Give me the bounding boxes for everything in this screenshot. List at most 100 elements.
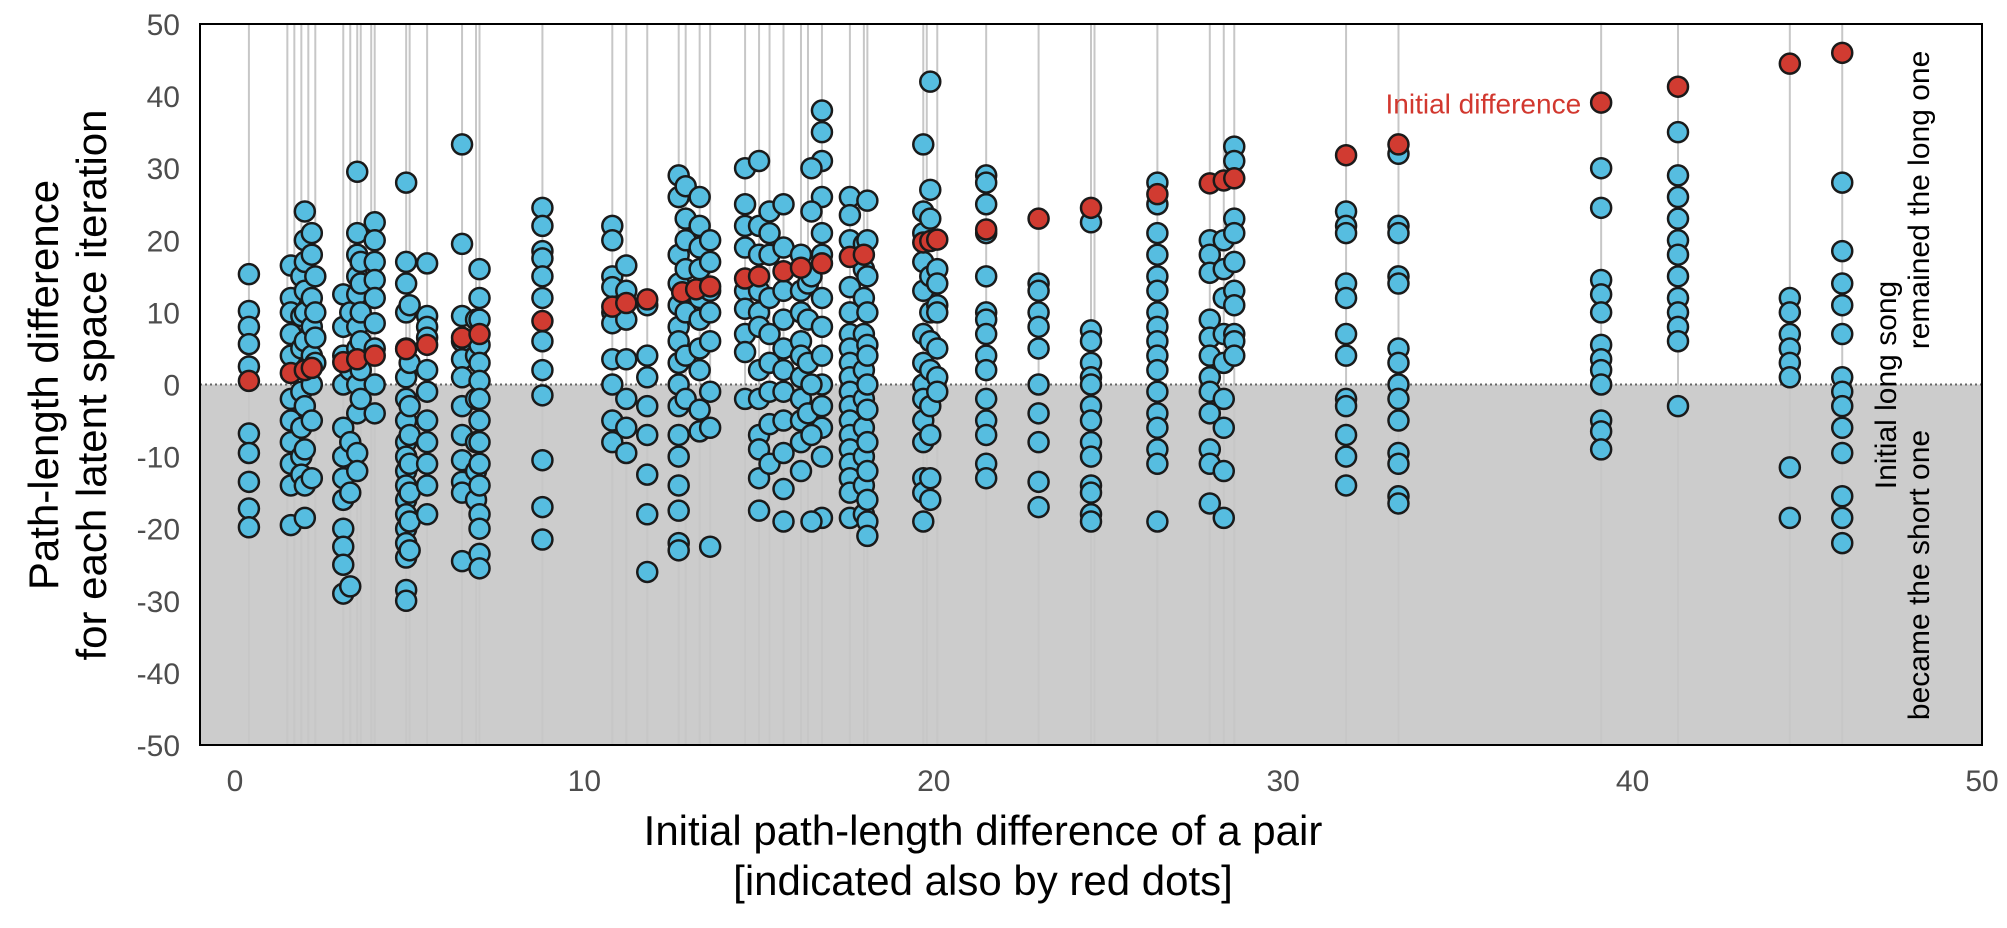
iteration-point xyxy=(1146,279,1169,303)
iteration-point xyxy=(531,495,554,519)
iteration-point xyxy=(304,326,327,349)
initial-difference-point xyxy=(415,333,439,357)
iteration-point xyxy=(919,423,942,447)
iteration-point xyxy=(1027,470,1050,494)
iteration-point xyxy=(1830,485,1854,508)
iteration-point xyxy=(926,272,949,295)
iteration-point xyxy=(1387,387,1410,411)
iteration-point xyxy=(468,517,491,540)
iteration-point xyxy=(1334,221,1358,245)
iteration-point xyxy=(856,373,879,396)
iteration-point xyxy=(635,503,659,526)
iteration-point xyxy=(1778,506,1802,530)
iteration-point xyxy=(363,373,386,396)
iteration-point xyxy=(1146,358,1169,382)
iteration-point xyxy=(338,481,362,504)
iteration-point xyxy=(810,315,834,339)
iteration-point xyxy=(810,120,834,144)
iteration-point xyxy=(1830,394,1854,418)
iteration-point xyxy=(363,286,386,310)
iteration-point xyxy=(1387,409,1410,432)
iteration-point xyxy=(919,70,942,93)
iteration-point xyxy=(667,539,690,562)
iteration-point xyxy=(1778,456,1802,479)
iteration-point xyxy=(919,178,942,202)
iteration-point xyxy=(293,506,317,530)
iteration-point xyxy=(1223,344,1246,367)
y-tick-label: -40 xyxy=(137,658,180,691)
plot-frame xyxy=(199,23,1983,746)
iteration-point xyxy=(698,535,722,558)
initial-difference-point xyxy=(1027,207,1050,230)
iteration-point xyxy=(237,470,261,494)
iteration-point xyxy=(415,452,439,476)
iteration-point xyxy=(1666,164,1690,187)
iteration-point xyxy=(1079,329,1103,353)
side-label-middle: Initial long song xyxy=(1870,281,1903,489)
iteration-point xyxy=(601,229,624,252)
iteration-point xyxy=(688,358,711,382)
iteration-point xyxy=(772,441,795,465)
initial-difference-point xyxy=(1589,91,1613,114)
iteration-point xyxy=(800,373,823,396)
x-tick-label: 30 xyxy=(1266,765,1299,798)
iteration-point xyxy=(415,430,439,454)
iteration-point xyxy=(345,459,369,483)
iteration-point xyxy=(635,344,659,367)
initial-difference-point xyxy=(1079,196,1103,220)
iteration-point xyxy=(450,232,474,256)
initial-difference-point xyxy=(747,265,771,288)
iteration-point xyxy=(1778,366,1802,389)
iteration-point xyxy=(635,423,659,447)
iteration-point xyxy=(698,416,722,440)
iteration-point xyxy=(237,332,261,356)
iteration-point xyxy=(394,589,418,613)
iteration-point xyxy=(1146,221,1169,245)
iteration-point xyxy=(615,348,638,371)
iteration-point xyxy=(531,214,554,238)
iteration-point xyxy=(800,200,823,223)
iteration-point xyxy=(615,387,638,411)
initial-difference-point xyxy=(635,288,659,311)
iteration-point xyxy=(1212,387,1236,411)
y-tick-label: -10 xyxy=(137,442,180,475)
iteration-point xyxy=(698,329,722,353)
iteration-point xyxy=(1387,351,1410,375)
iteration-point xyxy=(974,171,998,194)
y-tick-label: 10 xyxy=(147,297,180,330)
iteration-point xyxy=(1027,279,1050,303)
iteration-point xyxy=(394,171,418,194)
iteration-point xyxy=(615,441,638,465)
iteration-point xyxy=(1334,445,1358,468)
iteration-point xyxy=(1079,510,1103,533)
iteration-point xyxy=(1027,373,1050,396)
iteration-point xyxy=(363,311,386,335)
iteration-point xyxy=(332,553,355,576)
initial-difference-point xyxy=(810,252,834,275)
iteration-point xyxy=(338,575,362,598)
iteration-point xyxy=(1830,506,1854,530)
initial-difference-point xyxy=(852,243,876,266)
iteration-point xyxy=(415,380,439,403)
iteration-point xyxy=(1589,156,1613,180)
iteration-point xyxy=(468,557,491,580)
initial-difference-points xyxy=(237,41,1854,393)
iteration-point xyxy=(1830,171,1854,194)
initial-difference-point xyxy=(531,309,554,333)
iteration-point xyxy=(733,340,757,364)
iteration-point xyxy=(974,423,998,447)
initial-difference-point xyxy=(789,256,813,279)
initial-difference-point xyxy=(1830,41,1854,65)
initial-difference-point xyxy=(468,322,491,346)
iteration-point xyxy=(974,466,998,490)
x-axis-title-line2: [indicated also by red dots] xyxy=(733,857,1233,904)
iteration-point xyxy=(856,488,879,512)
initial-difference-point xyxy=(1778,52,1802,75)
iteration-points xyxy=(237,70,1854,613)
iteration-point xyxy=(1830,293,1854,317)
iteration-point xyxy=(1027,337,1050,360)
iteration-point xyxy=(394,250,418,274)
iteration-point xyxy=(926,337,949,360)
iteration-point xyxy=(293,200,317,223)
iteration-point xyxy=(237,516,261,539)
